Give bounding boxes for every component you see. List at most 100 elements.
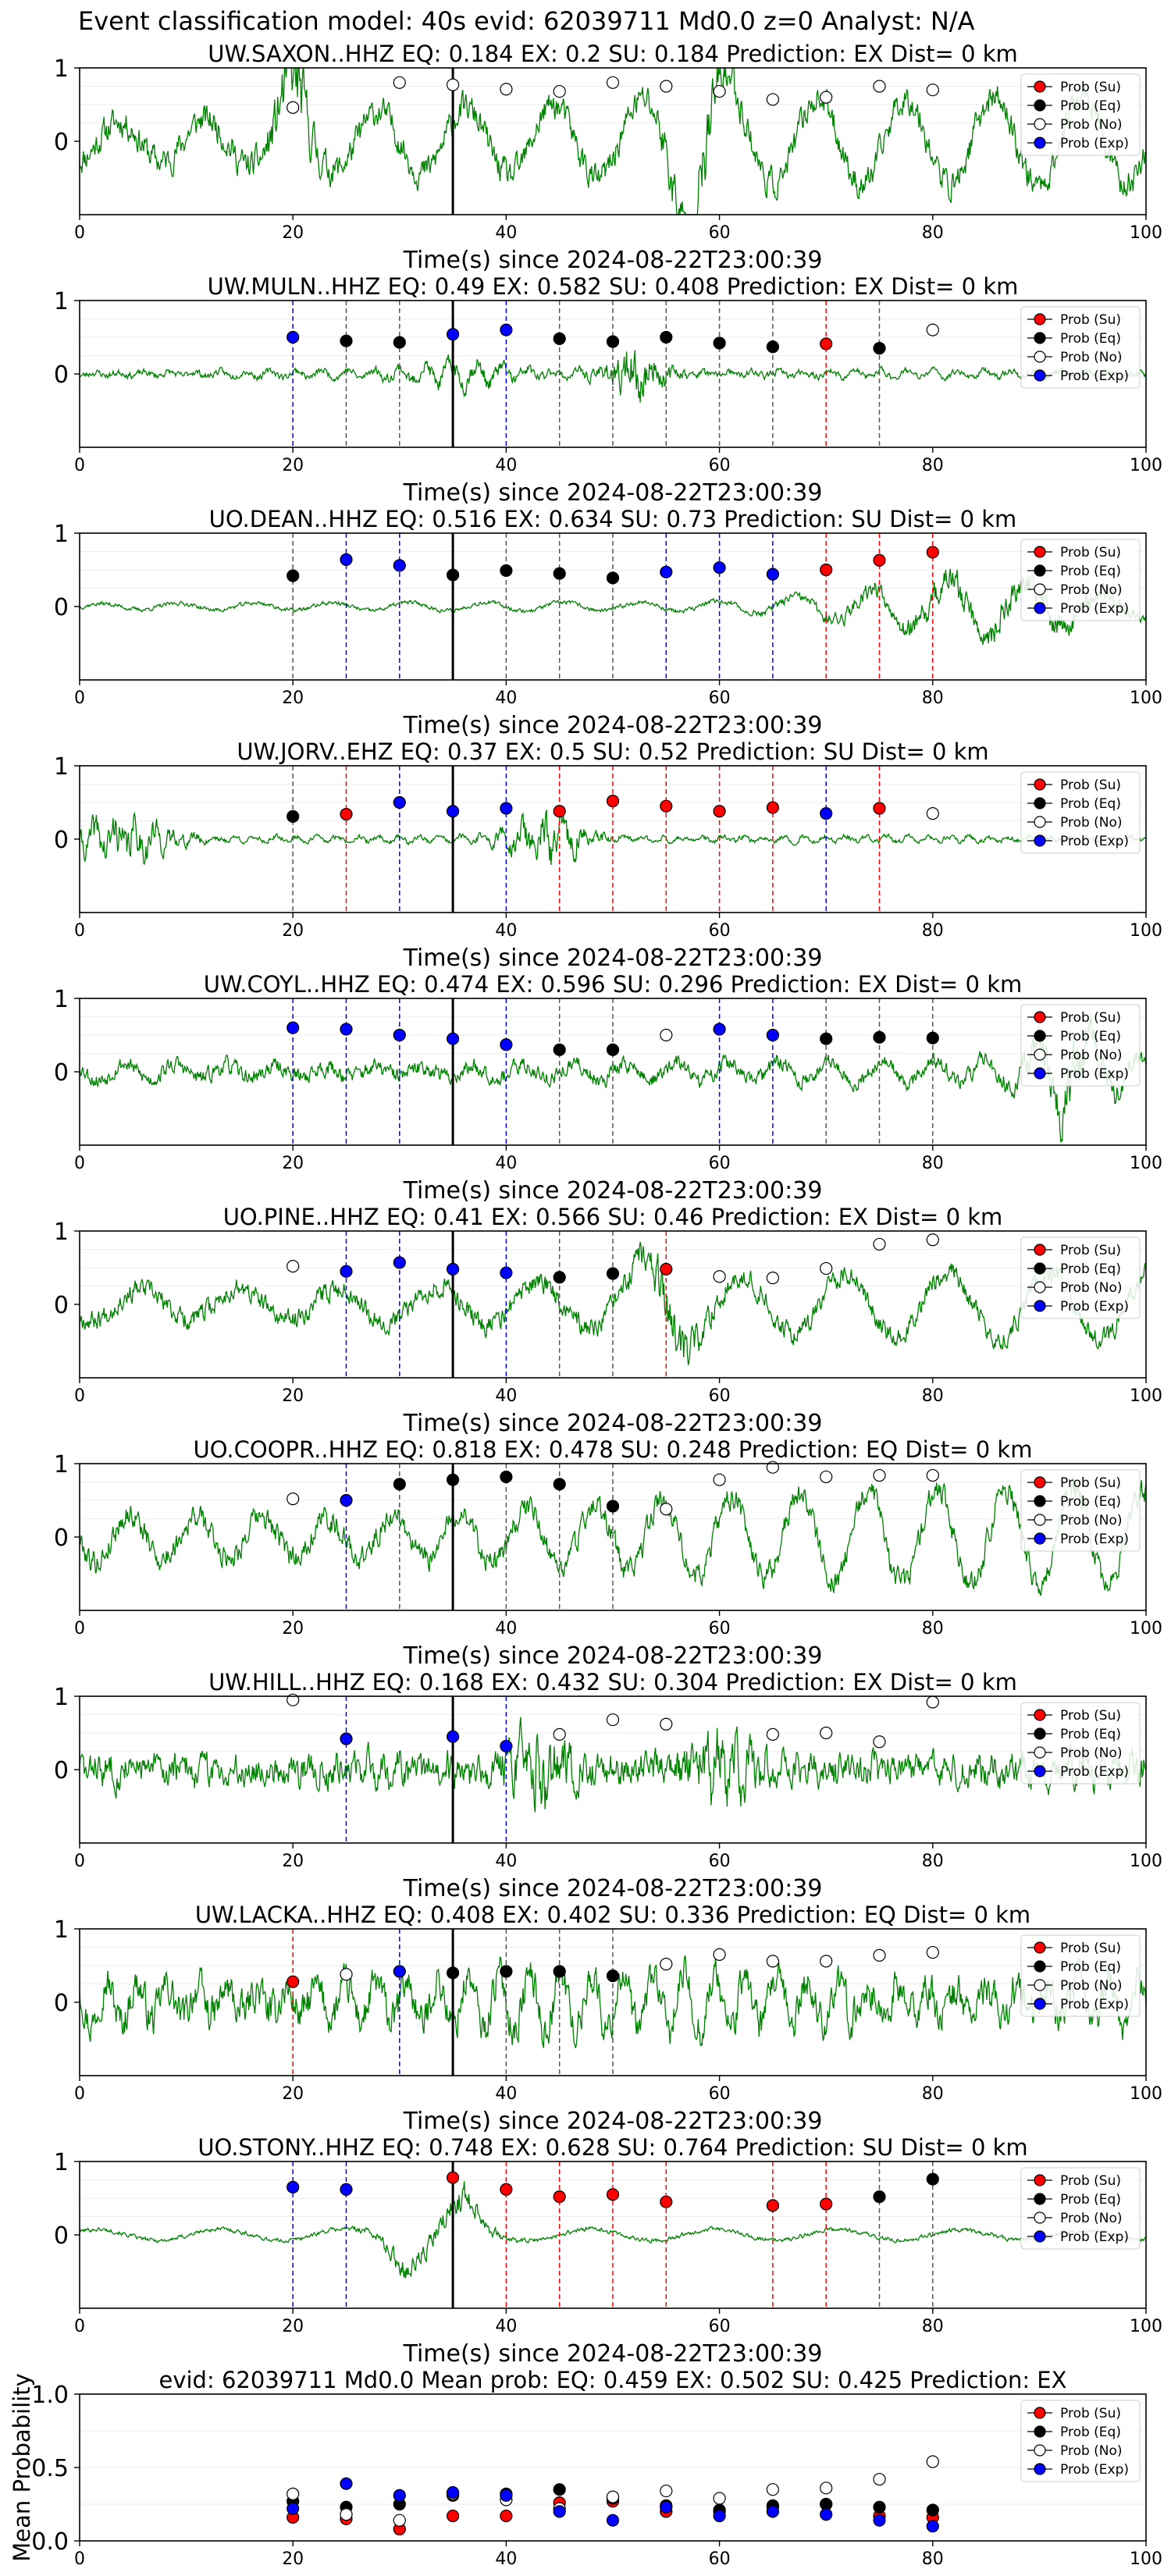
legend-marker: [1034, 2425, 1046, 2438]
prob-point: [660, 565, 673, 578]
prob-point: [500, 2489, 513, 2502]
prob-point: [340, 1493, 353, 1507]
prob-point: [340, 2508, 353, 2521]
subplot-6: 0 20 40 60 80 100 0 1 UO.PINE..HHZ EQ: 0.41 EX: …: [54, 1204, 1162, 1437]
legend-marker: [1034, 2211, 1046, 2224]
prob-point: [820, 1032, 833, 1045]
x-tick-label: 100: [1130, 1154, 1162, 1173]
legend-box: [1020, 306, 1141, 389]
x-tick-label: 100: [1130, 456, 1162, 475]
subplot-title: evid: 62039711 Md0.0 Mean prob: EQ: 0.45…: [158, 2367, 1066, 2393]
y-tick-label: 1.0: [31, 2382, 69, 2409]
y-tick-label: 0: [54, 1059, 69, 1087]
legend-marker: [1034, 1067, 1046, 1080]
prob-point: [820, 563, 833, 577]
prob-point: [926, 84, 939, 97]
prob-point: [660, 1262, 673, 1276]
prob-point: [500, 1470, 513, 1484]
x-tick-label: 80: [922, 456, 944, 475]
prob-point: [446, 805, 460, 818]
subplot-7: 0 20 40 60 80 100 0 1 UO.COOPR..HHZ EQ: 0.818 EX…: [54, 1436, 1162, 1670]
subplot-title: UW.SAXON..HHZ EQ: 0.184 EX: 0.2 SU: 0.18…: [208, 41, 1018, 67]
prob-point: [873, 553, 886, 567]
prob-point: [606, 1267, 620, 1280]
legend-marker: [1034, 1281, 1046, 1293]
prob-point: [500, 323, 513, 336]
prob-point: [606, 2514, 620, 2527]
x-tick-label: 20: [282, 456, 304, 475]
legend-label: Prob (No): [1060, 1280, 1123, 1296]
legend-marker: [1034, 2174, 1046, 2186]
x-tick-label: 80: [922, 921, 944, 941]
x-tick-label: 40: [495, 1154, 517, 1173]
x-tick-label: 0: [74, 1154, 85, 1173]
legend-label: Prob (Exp): [1060, 1299, 1129, 1315]
prob-point: [660, 2195, 673, 2208]
legend-marker: [1034, 1011, 1046, 1023]
legend-box: [1020, 1469, 1141, 1552]
prob-point: [287, 2487, 300, 2500]
prob-point: [340, 334, 353, 347]
legend-marker: [1034, 1514, 1046, 1526]
x-tick-label: 80: [922, 1386, 944, 1406]
x-tick-label: 100: [1130, 2549, 1162, 2569]
prob-point: [287, 330, 300, 344]
legend-label: Prob (Eq): [1060, 796, 1121, 812]
prob-point: [660, 80, 673, 93]
subplot-3: 0 20 40 60 80 100 0 1 UO.DEAN..HHZ EQ: 0.516 EX:…: [54, 506, 1162, 739]
legend-label: Prob (Eq): [1060, 1261, 1121, 1277]
y-tick-label: 0: [54, 1525, 69, 1552]
legend-marker: [1034, 1746, 1046, 1759]
subplot-title: UW.LACKA..HHZ EQ: 0.408 EX: 0.402 SU: 0.…: [195, 1902, 1030, 1928]
x-tick-label: 20: [282, 1386, 304, 1406]
legend-box: [1020, 539, 1141, 621]
prob-point: [766, 2505, 780, 2518]
x-tick-label: 0: [74, 223, 85, 243]
prob-point: [340, 2183, 353, 2196]
legend-label: Prob (Eq): [1060, 1727, 1121, 1742]
prob-point: [820, 91, 833, 104]
prob-point: [926, 1031, 939, 1044]
x-tick-label: 0: [74, 2317, 85, 2336]
prob-point: [660, 2500, 673, 2514]
legend-marker: [1034, 1941, 1046, 1954]
x-tick-label: 80: [922, 1852, 944, 1871]
x-tick-label: 40: [495, 2084, 517, 2104]
x-tick-label: 60: [709, 456, 731, 475]
x-axis-label: Time(s) since 2024-08-22T23:00:39: [403, 479, 823, 507]
subplot-10: 0 20 40 60 80 100 0 1 UO.STONY..HHZ EQ: 0.748 EX…: [54, 2134, 1162, 2368]
x-tick-label: 80: [922, 2317, 944, 2336]
legend-marker: [1034, 546, 1046, 558]
prob-point: [287, 569, 300, 582]
prob-point: [393, 1256, 406, 1269]
prob-point: [873, 1030, 886, 1044]
legend-label: Prob (Su): [1060, 1475, 1121, 1491]
prob-point: [287, 2180, 300, 2194]
y-tick-label: 0: [54, 2222, 69, 2250]
legend-label: Prob (Su): [1060, 2173, 1121, 2189]
prob-point: [606, 76, 620, 89]
prob-point: [766, 2483, 780, 2496]
prob-point: [713, 1948, 726, 1961]
subplot-4: 0 20 40 60 80 100 0 1 UW.JORV..EHZ EQ: 0.37 EX: …: [54, 738, 1162, 972]
x-tick-label: 80: [922, 223, 944, 243]
waveform-trace: [79, 350, 1147, 403]
legend-label: Prob (Exp): [1060, 2229, 1129, 2245]
x-tick-label: 100: [1130, 1619, 1162, 1638]
x-tick-label: 20: [282, 688, 304, 708]
legend-box: [1020, 1934, 1141, 2017]
prob-point: [660, 1717, 673, 1731]
prob-point: [766, 1272, 780, 1285]
prob-point: [713, 84, 726, 98]
legend-marker: [1034, 137, 1046, 149]
legend-marker: [1034, 118, 1046, 130]
prob-point: [393, 559, 406, 572]
legend-label: Prob (No): [1060, 582, 1123, 598]
x-tick-label: 20: [282, 1154, 304, 1173]
legend-label: Prob (Exp): [1060, 601, 1129, 617]
prob-point: [873, 802, 886, 815]
prob-point: [820, 1261, 833, 1276]
legend-label: Prob (Su): [1060, 1243, 1121, 1258]
prob-point: [340, 807, 353, 821]
